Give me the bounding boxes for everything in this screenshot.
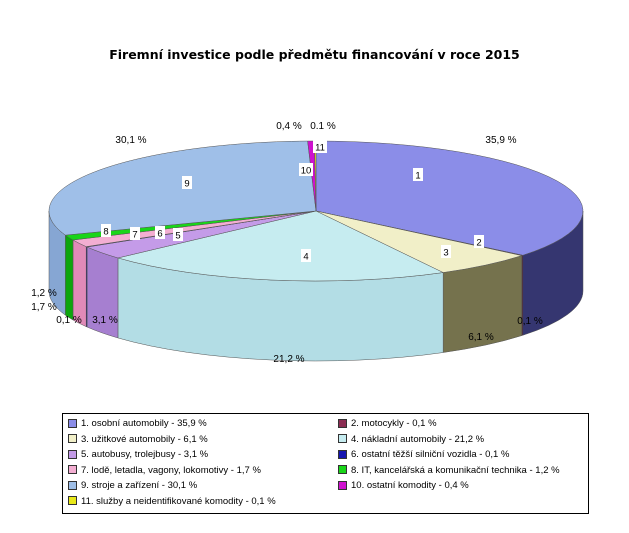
slice-number-box-6 bbox=[155, 226, 165, 239]
pie-top bbox=[48, 140, 584, 282]
legend-label-2: 2. motocykly - 0,1 % bbox=[351, 418, 437, 429]
legend-item-3: 3. užitkové automobily - 6,1 % bbox=[68, 434, 208, 447]
legend-label-8: 8. IT, kancelářská a komunikační technik… bbox=[351, 464, 560, 476]
slice-percent-5: 3,1 % bbox=[92, 315, 118, 326]
slice-number-9: 9 bbox=[184, 179, 189, 190]
legend-item-11: 11. služby a neidentifikované komodity -… bbox=[68, 496, 276, 509]
slice-number-box-4 bbox=[301, 249, 311, 262]
slice-number-box-11 bbox=[313, 140, 327, 153]
slice-percent-8: 1,2 % bbox=[31, 288, 57, 299]
legend-label-10: 10. ostatní komodity - 0,4 % bbox=[351, 480, 469, 491]
slice-number-4: 4 bbox=[303, 252, 308, 263]
slice-percent-11: 0.1 % bbox=[310, 121, 336, 132]
slice-number-7: 7 bbox=[132, 230, 137, 241]
slice-number-3: 3 bbox=[443, 248, 448, 259]
legend-swatch-4 bbox=[338, 434, 347, 443]
slice-percent-1: 35,9 % bbox=[485, 135, 516, 146]
legend-swatch-8 bbox=[338, 465, 347, 474]
slice-side-8 bbox=[65, 234, 74, 321]
legend-label-5: 5. autobusy, trolejbusy - 3,1 % bbox=[81, 449, 209, 460]
slice-number-10: 10 bbox=[301, 166, 312, 177]
slice-number-box-8 bbox=[101, 224, 111, 237]
legend-swatch-7 bbox=[68, 465, 77, 474]
slice-number-box-1 bbox=[413, 168, 423, 181]
legend-swatch-3 bbox=[68, 434, 77, 443]
legend-label-11: 11. služby a neidentifikované komodity -… bbox=[81, 495, 276, 507]
slice-number-2: 2 bbox=[476, 238, 481, 249]
slice-number-box-5 bbox=[173, 228, 183, 241]
pie-chart: 1 2 3 4 5 6 7 8 9 10 11 35,9 % 0,1 % 6,1 % 21,2 % 3,1 %… bbox=[31, 121, 584, 365]
legend-swatch-9 bbox=[68, 480, 77, 490]
legend-swatch-11 bbox=[68, 496, 77, 505]
slice-number-6: 6 bbox=[157, 229, 162, 240]
legend-swatch-5 bbox=[68, 449, 77, 459]
legend-item-2: 2. motocykly - 0,1 % bbox=[338, 418, 437, 431]
slice-percent-4: 21,2 % bbox=[273, 354, 304, 365]
slice-percent-10: 0,4 % bbox=[276, 121, 302, 132]
slice-number-box-7 bbox=[130, 227, 140, 240]
legend-swatch-6 bbox=[338, 449, 347, 459]
slice-number-5: 5 bbox=[175, 231, 180, 242]
legend-item-7: 7. lodě, letadla, vagony, lokomotivy - 1… bbox=[68, 465, 261, 478]
slice-percent-7: 1,7 % bbox=[31, 302, 57, 313]
legend-swatch-2 bbox=[338, 418, 347, 428]
slice-number-11: 11 bbox=[315, 143, 325, 154]
slice-side-7 bbox=[72, 239, 87, 328]
slice-percent-9: 30,1 % bbox=[115, 135, 146, 146]
legend-label-4: 4. nákladní automobily - 21,2 % bbox=[351, 433, 485, 445]
slice-number-box-3 bbox=[441, 245, 451, 258]
chart-legend: 1. osobní automobily - 35,9 % 2. motocykl… bbox=[62, 413, 589, 514]
legend-label-1: 1. osobní automobily - 35,9 % bbox=[81, 418, 207, 429]
legend-swatch-1 bbox=[68, 418, 77, 428]
legend-label-7: 7. lodě, letadla, vagony, lokomotivy - 1… bbox=[81, 464, 261, 476]
slice-number-box-9 bbox=[182, 176, 192, 189]
slice-percent-2: 0,1 % bbox=[517, 316, 543, 327]
slice-number-labels: 1 2 3 4 5 6 7 8 9 10 11 bbox=[101, 140, 484, 263]
slice-1 bbox=[315, 140, 584, 256]
legend-label-6: 6. ostatní těžší silniční vozidla - 0,1 … bbox=[351, 449, 510, 460]
legend-item-1: 1. osobní automobily - 35,9 % bbox=[68, 418, 207, 431]
legend-swatch-10 bbox=[338, 480, 347, 490]
slice-4 bbox=[116, 210, 445, 282]
legend-item-6: 6. ostatní těžší silniční vozidla - 0,1 … bbox=[338, 449, 509, 462]
legend-label-3: 3. užitkové automobily - 6,1 % bbox=[81, 433, 208, 445]
slice-percent-6: 0,1 % bbox=[56, 315, 82, 326]
slice-number-8: 8 bbox=[103, 227, 108, 238]
pie-sides bbox=[48, 210, 584, 362]
slice-number-box-2 bbox=[474, 235, 484, 248]
legend-item-4: 4. nákladní automobily - 21,2 % bbox=[338, 434, 484, 447]
legend-item-9: 9. stroje a zařízení - 30,1 % bbox=[68, 480, 197, 493]
legend-item-10: 10. ostatní komodity - 0,4 % bbox=[338, 480, 469, 493]
slice-number-1: 1 bbox=[415, 171, 420, 182]
slice-number-box-10 bbox=[299, 163, 313, 176]
legend-label-9: 9. stroje a zařízení - 30,1 % bbox=[81, 480, 198, 491]
legend-item-5: 5. autobusy, trolejbusy - 3,1 % bbox=[68, 449, 208, 462]
legend-item-8: 8. IT, kancelářská a komunikační technik… bbox=[338, 465, 560, 478]
slice-percent-labels: 35,9 % 0,1 % 6,1 % 21,2 % 3,1 % 0,1 % 1,7 % 1,2… bbox=[31, 121, 543, 365]
slice-percent-3: 6,1 % bbox=[468, 332, 494, 343]
chart-title: Firemní investice podle předmětu financo… bbox=[109, 47, 520, 62]
